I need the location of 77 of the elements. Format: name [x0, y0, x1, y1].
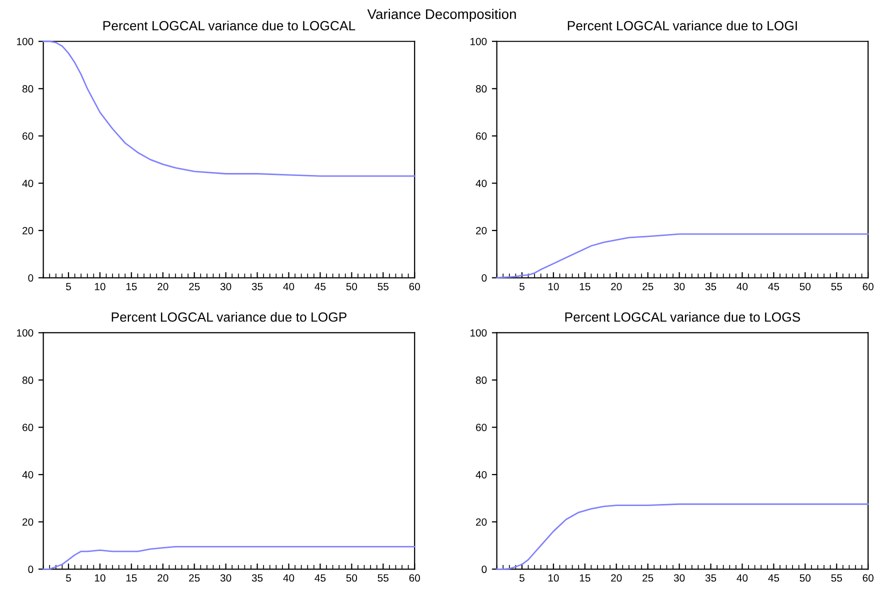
x-tick-label: 30	[220, 574, 232, 582]
x-tick-label: 30	[674, 574, 685, 582]
x-tick-label: 5	[66, 574, 71, 582]
x-tick-label: 20	[611, 282, 622, 290]
x-tick-label: 60	[409, 574, 420, 582]
x-tick-label: 50	[346, 574, 358, 582]
y-tick-label: 100	[17, 38, 34, 46]
y-tick-label: 60	[476, 424, 487, 432]
x-tick-label: 5	[66, 283, 71, 290]
y-tick-label: 40	[476, 180, 487, 188]
x-tick-label: 10	[548, 282, 559, 290]
x-tick-label: 45	[768, 574, 780, 582]
x-tick-label: 5	[520, 574, 524, 582]
y-tick-label: 20	[476, 518, 487, 526]
x-tick-label: 35	[705, 574, 716, 582]
x-tick-label: 45	[314, 574, 326, 582]
x-tick-label: 35	[252, 574, 263, 582]
text: Variance Decomposition	[367, 8, 516, 22]
y-tick-label: 0	[28, 566, 34, 574]
x-tick-label: 55	[378, 574, 388, 582]
y-tick-label: 0	[28, 274, 34, 282]
y-tick-label: 100	[470, 329, 487, 337]
x-tick-label: 25	[189, 282, 200, 290]
x-tick-label: 50	[800, 282, 811, 290]
y-tick-label: 80	[476, 376, 487, 384]
x-tick-label: 20	[611, 574, 622, 582]
y-tick-label: 20	[476, 226, 487, 234]
y-tick-label: 20	[22, 226, 34, 234]
x-tick-label: 15	[126, 574, 137, 582]
x-tick-label: 35	[252, 282, 263, 290]
x-tick-label: 10	[94, 282, 106, 290]
chart-title: Percent LOGCAL variance due to LOGS	[565, 312, 800, 322]
x-tick-label: 35	[705, 282, 716, 290]
x-tick-label: 45	[768, 283, 780, 290]
x-tick-label: 10	[548, 574, 559, 582]
x-tick-label: 55	[831, 283, 842, 290]
x-tick-label: 20	[158, 282, 168, 290]
x-tick-label: 45	[314, 283, 326, 290]
y-tick-label: 40	[22, 471, 34, 478]
x-tick-label: 10	[94, 574, 106, 582]
x-tick-label: 40	[736, 282, 748, 290]
x-tick-label: 20	[158, 574, 168, 582]
x-tick-label: 25	[642, 282, 654, 290]
x-tick-label: 60	[862, 282, 874, 290]
x-tick-label: 15	[126, 283, 137, 290]
x-tick-label: 55	[831, 574, 842, 582]
y-tick-label: 100	[470, 38, 487, 46]
x-tick-label: 30	[674, 282, 685, 290]
x-tick-label: 15	[580, 283, 590, 290]
x-tick-label: 50	[346, 282, 358, 290]
x-tick-label: 15	[580, 574, 590, 582]
x-tick-label: 30	[220, 282, 232, 290]
y-tick-label: 60	[476, 132, 487, 140]
y-tick-label: 60	[22, 424, 34, 432]
y-tick-label: 0	[482, 566, 487, 574]
x-tick-label: 55	[378, 283, 388, 290]
y-tick-label: 0	[482, 274, 487, 282]
chart-title: Percent LOGCAL variance due to LOGP	[112, 312, 346, 322]
y-tick-label: 60	[22, 132, 34, 140]
x-tick-label: 50	[800, 574, 811, 582]
y-tick-label: 80	[22, 85, 34, 93]
x-tick-label: 60	[862, 574, 874, 582]
chart-title: Percent LOGCAL variance due to LOGI	[568, 20, 797, 30]
y-tick-label: 40	[22, 180, 34, 188]
x-tick-label: 5	[520, 283, 524, 290]
x-tick-label: 25	[189, 574, 200, 582]
y-tick-label: 20	[22, 518, 34, 526]
x-tick-label: 40	[283, 282, 294, 290]
y-tick-label: 80	[22, 376, 34, 384]
y-tick-label: 100	[17, 329, 34, 337]
chart-title: Percent LOGCAL variance due to LOGCAL	[103, 20, 356, 30]
y-tick-label: 80	[476, 85, 487, 93]
x-tick-label: 40	[736, 574, 748, 582]
x-tick-label: 25	[642, 574, 654, 582]
x-tick-label: 40	[283, 574, 294, 582]
y-tick-label: 40	[476, 471, 487, 478]
x-tick-label: 60	[409, 282, 420, 290]
